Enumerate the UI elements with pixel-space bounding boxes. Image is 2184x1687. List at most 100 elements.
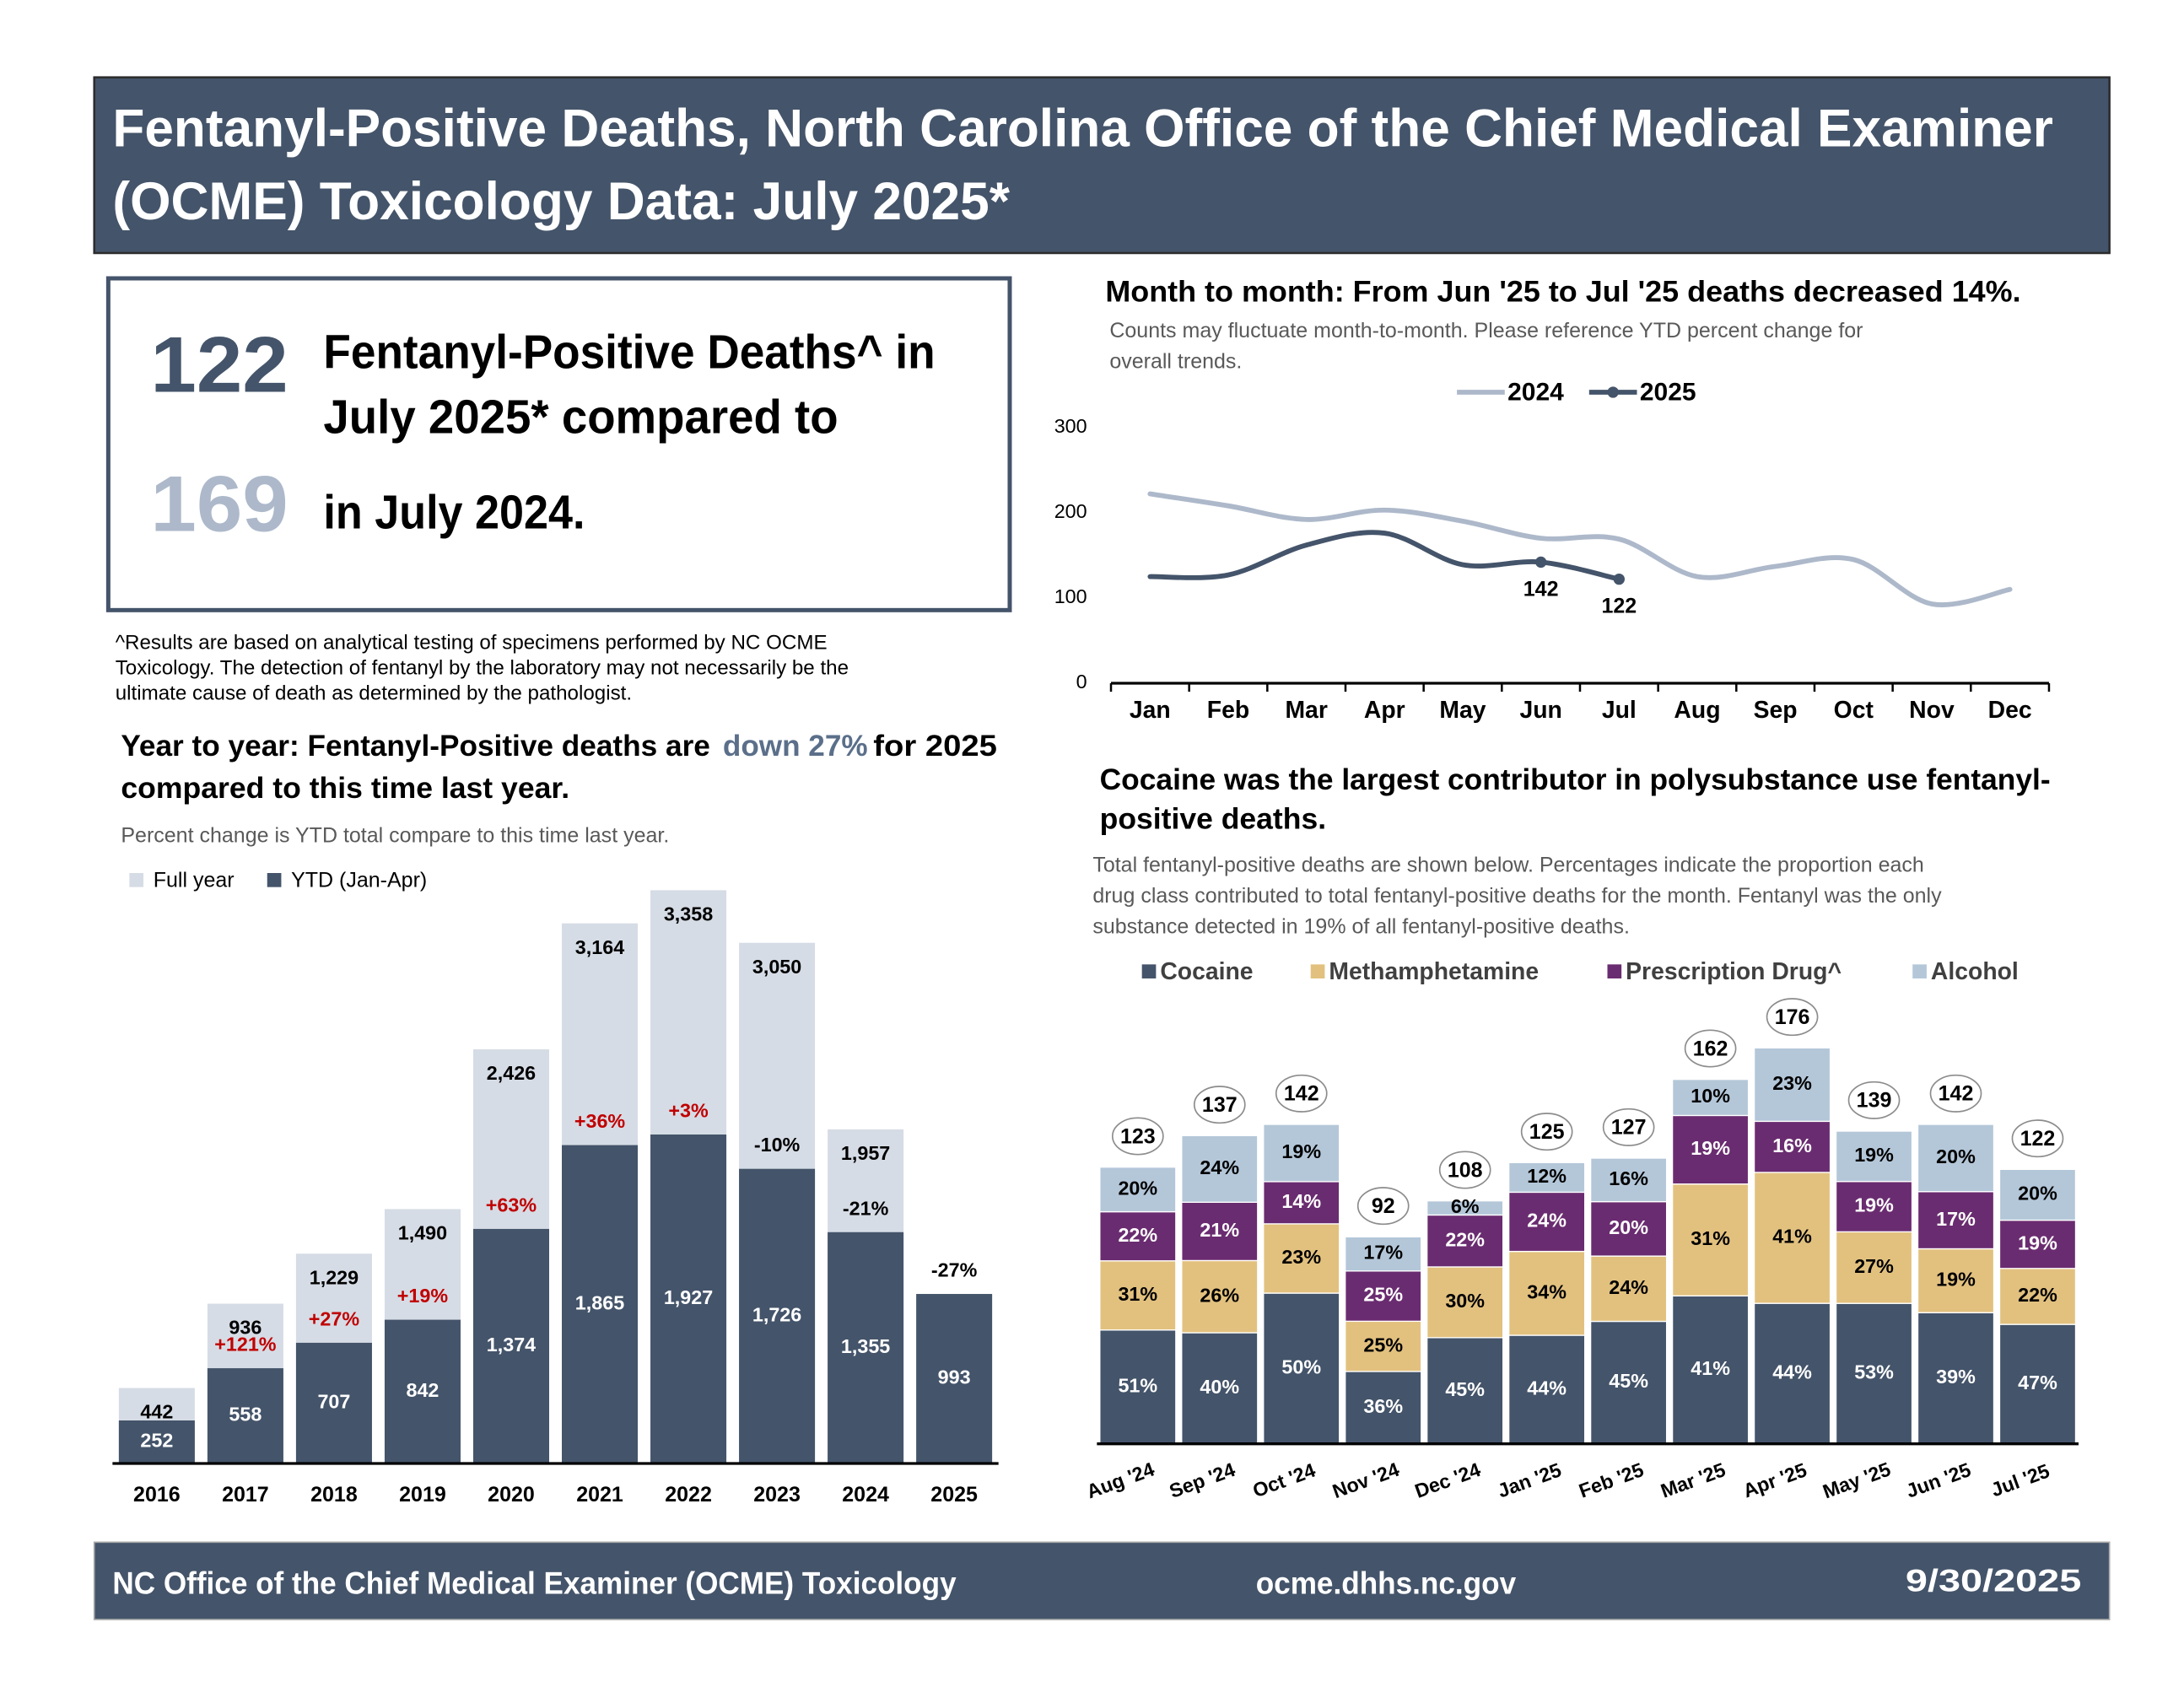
- total-label: 137: [1202, 1093, 1238, 1117]
- footer-banner: [93, 1541, 2111, 1620]
- line-series: [1147, 491, 2013, 607]
- legend-swatch: [1912, 964, 1927, 978]
- data-label: 27%: [1854, 1255, 1894, 1277]
- x-tick-label: Jan: [1130, 697, 1171, 724]
- bar-segment: [1998, 1268, 2077, 1325]
- x-tick-label: Feb '25: [1576, 1458, 1647, 1502]
- chart-subtitle: overall trends.: [1109, 350, 1242, 374]
- legend-swatch: [267, 873, 282, 887]
- data-label: 31%: [1118, 1283, 1157, 1305]
- total-label: 142: [1939, 1082, 1974, 1106]
- data-label: 19%: [1854, 1194, 1894, 1216]
- x-tick-label: 2020: [488, 1483, 535, 1506]
- bar: [739, 1168, 816, 1463]
- total-label: 139: [1857, 1089, 1892, 1113]
- data-label: 31%: [1691, 1227, 1730, 1249]
- data-label: 23%: [1772, 1072, 1812, 1094]
- footnote: ultimate cause of death as determined by…: [116, 682, 632, 705]
- data-label: 39%: [1936, 1366, 1976, 1388]
- footnote: ^Results are based on analytical testing…: [116, 632, 828, 655]
- data-label: 40%: [1200, 1376, 1239, 1398]
- total-label: 92: [1372, 1194, 1395, 1218]
- data-label: 2,426: [487, 1062, 536, 1084]
- data-label: 19%: [1281, 1140, 1321, 1162]
- data-label: 30%: [1445, 1290, 1485, 1312]
- bar: [650, 1135, 727, 1463]
- x-tick-label: Sep '24: [1167, 1458, 1238, 1502]
- x-tick-label: Jan '25: [1495, 1458, 1564, 1501]
- data-label: 14%: [1281, 1190, 1321, 1212]
- y-tick-label: 100: [1054, 585, 1087, 607]
- bar-segment: [1917, 1248, 1995, 1313]
- bar-segment: [1998, 1219, 2077, 1269]
- total-badge: [1684, 1029, 1737, 1068]
- bar-segment: [1589, 1200, 1668, 1257]
- callout-previous: 169: [150, 461, 288, 548]
- data-label: 22%: [1118, 1224, 1157, 1246]
- chart-title-highlight: down 27%: [723, 730, 868, 763]
- bar: [207, 1368, 283, 1463]
- percent-change: +36%: [574, 1110, 626, 1132]
- x-tick-label: 2018: [310, 1483, 358, 1506]
- bar-segment: [1345, 1320, 1422, 1372]
- data-label: 1,726: [752, 1304, 801, 1326]
- data-label: 6%: [1451, 1195, 1480, 1217]
- data-label: 34%: [1527, 1280, 1567, 1302]
- bar: [562, 1145, 639, 1463]
- bar-segment: [1507, 1191, 1586, 1253]
- data-label: 20%: [1936, 1145, 1976, 1167]
- bar-segment: [1753, 1047, 1831, 1123]
- bar-segment: [1917, 1312, 1995, 1445]
- total-label: 127: [1611, 1116, 1647, 1140]
- bar-segment: [1426, 1214, 1504, 1268]
- total-badge: [1438, 1151, 1491, 1189]
- total-label: 176: [1775, 1005, 1810, 1029]
- legend-swatch: [1310, 964, 1325, 978]
- data-label: 19%: [1691, 1137, 1730, 1159]
- data-label: 47%: [2018, 1372, 2057, 1393]
- footer-url: ocme.dhhs.nc.gov: [1256, 1566, 1517, 1601]
- data-label: 16%: [1772, 1135, 1812, 1156]
- data-label: 16%: [1609, 1167, 1648, 1189]
- x-tick-label: Nov: [1909, 697, 1955, 724]
- bar-segment: [1835, 1181, 1913, 1233]
- total-badge: [1111, 1117, 1164, 1156]
- data-label: 19%: [1854, 1144, 1894, 1166]
- data-label: 44%: [1772, 1361, 1812, 1383]
- bar: [916, 1294, 993, 1463]
- x-tick-label: Mar '25: [1658, 1458, 1728, 1502]
- legend-label: Alcohol: [1931, 958, 2019, 985]
- data-label: 3,164: [575, 936, 624, 958]
- data-label: 1,927: [664, 1286, 713, 1308]
- legend-label: Cocaine: [1160, 958, 1253, 985]
- data-label: 22%: [2018, 1284, 2057, 1306]
- bar-segment: [1835, 1302, 1913, 1445]
- data-label: 21%: [1200, 1219, 1239, 1241]
- x-tick-label: Sep: [1754, 697, 1798, 724]
- chart-subtitle: Percent change is YTD total compare to t…: [121, 823, 669, 847]
- bar-segment: [1181, 1332, 1259, 1445]
- x-tick-label: Dec: [1988, 697, 2032, 724]
- chart-title: Month to month: From Jun '25 to Jul '25 …: [1105, 276, 2020, 309]
- bar-segment: [1181, 1201, 1259, 1262]
- bar-segment: [1671, 1295, 1750, 1445]
- data-label: 993: [938, 1366, 971, 1388]
- x-tick-label: Feb: [1207, 697, 1249, 724]
- percent-change: -21%: [843, 1197, 889, 1219]
- x-tick-label: Oct '24: [1250, 1459, 1318, 1502]
- bar-segment: [1753, 1172, 1831, 1304]
- callout-box: [105, 276, 1012, 612]
- data-label: 1,229: [310, 1266, 359, 1288]
- data-label: 51%: [1118, 1374, 1157, 1396]
- x-tick-label: May: [1439, 697, 1486, 724]
- data-label: 19%: [1936, 1269, 1976, 1291]
- bar-segment: [1507, 1161, 1586, 1194]
- data-label: 26%: [1200, 1284, 1239, 1306]
- bar: [118, 1420, 195, 1463]
- bar-segment: [1263, 1124, 1340, 1183]
- data-label: 17%: [1363, 1242, 1403, 1264]
- chart-title: for 2025: [873, 730, 997, 763]
- bar-segment: [1998, 1323, 2077, 1445]
